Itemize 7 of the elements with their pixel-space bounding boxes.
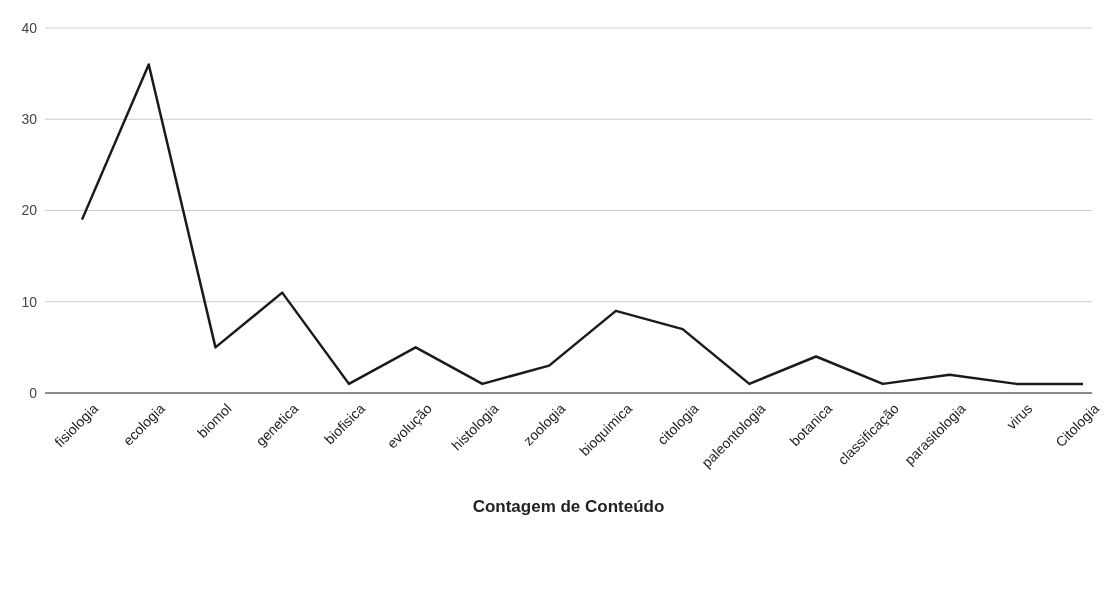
line-series xyxy=(80,63,1085,386)
y-tick-label: 0 xyxy=(29,384,38,401)
y-tick-label: 40 xyxy=(21,19,38,36)
y-tick-label: 10 xyxy=(21,293,38,310)
y-tick-label: 20 xyxy=(21,202,38,219)
x-axis-title: Contagem de Conteúdo xyxy=(472,497,665,516)
y-tick-label: 30 xyxy=(21,111,38,128)
